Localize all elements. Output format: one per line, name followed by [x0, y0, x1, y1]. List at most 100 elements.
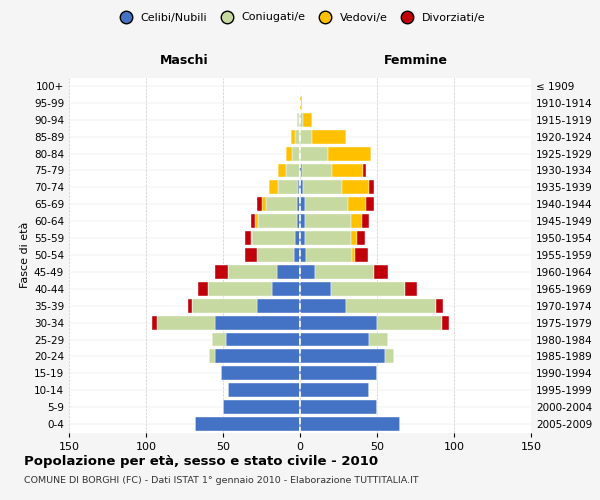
Bar — [300, 417, 400, 431]
Bar — [297, 214, 300, 228]
Legend: Celibi/Nubili, Coniugati/e, Vedovi/e, Divorziati/e: Celibi/Nubili, Coniugati/e, Vedovi/e, Di… — [110, 8, 490, 27]
Bar — [370, 180, 374, 194]
Bar — [294, 248, 300, 262]
Bar — [332, 164, 363, 177]
Bar — [257, 299, 300, 312]
Bar — [188, 299, 192, 312]
Bar — [351, 214, 362, 228]
Bar — [300, 350, 385, 364]
Text: COMUNE DI BORGHI (FC) - Dati ISTAT 1° gennaio 2010 - Elaborazione TUTTITALIA.IT: COMUNE DI BORGHI (FC) - Dati ISTAT 1° ge… — [24, 476, 419, 485]
Bar — [291, 130, 295, 143]
Bar — [259, 214, 297, 228]
Bar — [442, 316, 449, 330]
Bar — [221, 366, 300, 380]
Bar — [286, 164, 300, 177]
Bar — [295, 130, 300, 143]
Bar — [300, 180, 303, 194]
Bar — [316, 265, 374, 279]
Bar — [251, 231, 252, 245]
Bar — [192, 299, 257, 312]
Bar — [328, 146, 371, 160]
Bar — [300, 299, 346, 312]
Bar — [251, 214, 256, 228]
Bar — [300, 146, 328, 160]
Bar — [295, 231, 300, 245]
Bar — [341, 180, 369, 194]
Bar — [297, 113, 298, 126]
Bar — [300, 130, 313, 143]
Bar — [152, 316, 157, 330]
Text: Popolazione per età, sesso e stato civile - 2010: Popolazione per età, sesso e stato civil… — [24, 455, 378, 468]
Bar — [300, 316, 377, 330]
Bar — [227, 384, 300, 397]
Bar — [256, 214, 259, 228]
Bar — [300, 113, 303, 126]
Bar — [209, 350, 215, 364]
Bar — [195, 417, 300, 431]
Bar — [157, 316, 215, 330]
Bar — [208, 282, 272, 296]
Bar — [298, 180, 300, 194]
Bar — [351, 231, 357, 245]
Text: Femmine: Femmine — [383, 54, 448, 68]
Bar — [306, 248, 352, 262]
Bar — [257, 198, 262, 211]
Bar — [278, 164, 286, 177]
Bar — [212, 332, 226, 346]
Bar — [300, 400, 377, 414]
Bar — [305, 231, 351, 245]
Bar — [313, 130, 346, 143]
Bar — [245, 231, 251, 245]
Bar — [300, 96, 302, 110]
Y-axis label: Fasce di età: Fasce di età — [20, 222, 30, 288]
Bar — [278, 180, 298, 194]
Bar — [374, 265, 388, 279]
Bar — [286, 146, 292, 160]
Bar — [300, 214, 305, 228]
Bar — [257, 248, 294, 262]
Bar — [269, 180, 278, 194]
Bar — [300, 248, 306, 262]
Y-axis label: Anni di nascita: Anni di nascita — [598, 214, 600, 296]
Bar — [352, 248, 355, 262]
Bar — [300, 265, 316, 279]
Bar — [300, 198, 305, 211]
Bar — [302, 164, 332, 177]
Bar — [436, 299, 443, 312]
Bar — [223, 400, 300, 414]
Bar — [331, 282, 405, 296]
Bar — [305, 198, 348, 211]
Bar — [346, 299, 436, 312]
Bar — [303, 113, 313, 126]
Bar — [303, 180, 341, 194]
Bar — [366, 198, 374, 211]
Text: Maschi: Maschi — [160, 54, 209, 68]
Bar — [300, 332, 370, 346]
Bar — [292, 146, 300, 160]
Bar — [370, 332, 388, 346]
Bar — [226, 332, 300, 346]
Bar — [272, 282, 300, 296]
Bar — [377, 316, 442, 330]
Bar — [363, 164, 366, 177]
Bar — [215, 350, 300, 364]
Bar — [300, 384, 370, 397]
Bar — [245, 248, 257, 262]
Bar — [405, 282, 417, 296]
Bar — [215, 316, 300, 330]
Bar — [362, 214, 370, 228]
Bar — [355, 248, 368, 262]
Bar — [262, 198, 266, 211]
Bar — [300, 282, 331, 296]
Bar — [297, 198, 300, 211]
Bar — [300, 164, 302, 177]
Bar — [385, 350, 394, 364]
Bar — [300, 231, 305, 245]
Bar — [357, 231, 365, 245]
Bar — [227, 265, 277, 279]
Bar — [215, 265, 227, 279]
Bar — [252, 231, 295, 245]
Bar — [199, 282, 208, 296]
Bar — [277, 265, 300, 279]
Bar — [298, 113, 300, 126]
